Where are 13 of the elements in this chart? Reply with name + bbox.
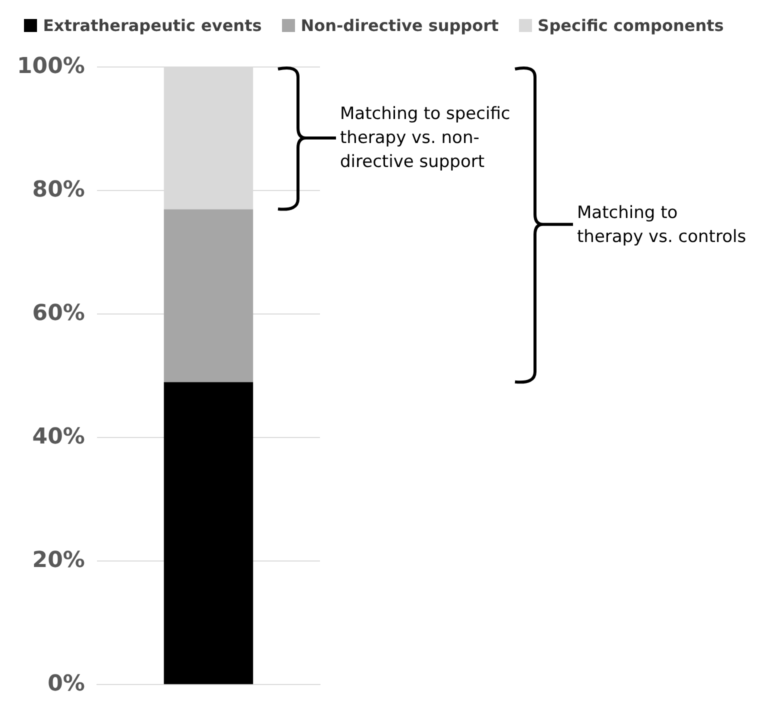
- y-tick-label: 40%: [32, 424, 85, 450]
- y-tick-label: 80%: [32, 177, 85, 202]
- bar: [164, 209, 254, 382]
- y-tick-label: 20%: [32, 548, 85, 573]
- bar: [164, 382, 254, 684]
- y-tick-label: 0%: [48, 671, 85, 696]
- text: Matching to therapy vs. controls: [577, 202, 747, 249]
- y-tick-label: 100%: [16, 54, 85, 79]
- legend-label: Extratherapeutic events: [43, 16, 262, 34]
- legend-label: Specific components: [538, 16, 724, 34]
- legend-label: Non-directive support: [300, 16, 499, 34]
- y-tick-label: 60%: [32, 300, 85, 326]
- text: Matching to specific therapy vs. non-directive support: [340, 103, 512, 174]
